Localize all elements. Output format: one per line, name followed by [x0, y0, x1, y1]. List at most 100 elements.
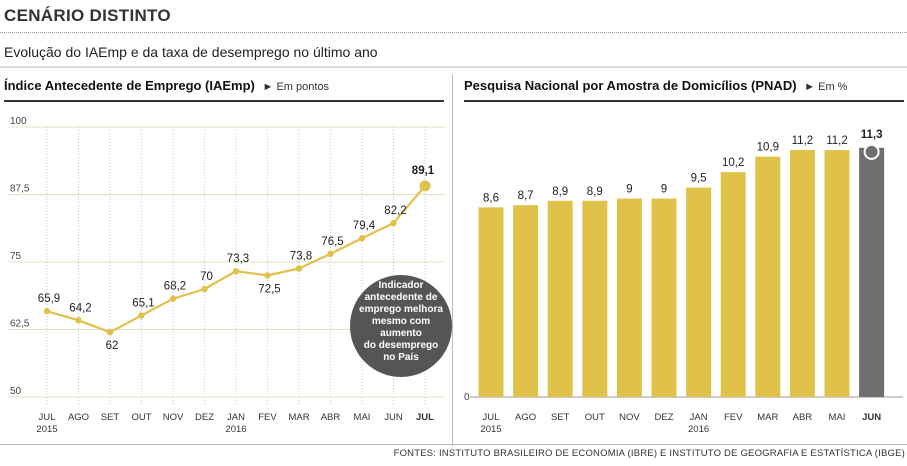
footer-divider: [0, 444, 907, 445]
x-tick-label: MAI: [354, 412, 371, 423]
bar-x-tick-year: 2016: [688, 424, 709, 435]
y-tick-label: 75: [10, 251, 22, 262]
iaemp-value-label: 65,9: [38, 293, 60, 305]
bar-chart-unit: ► Em %: [804, 81, 848, 93]
bar-y-tick-label: 0: [464, 392, 470, 403]
pnad-value-label: 8,9: [587, 186, 603, 198]
x-tick-label: OUT: [131, 412, 151, 423]
iaemp-value-label: 65,1: [132, 297, 154, 309]
y-tick-label: 87,5: [10, 184, 30, 195]
header-divider: [0, 32, 907, 33]
iaemp-value-label: 68,2: [164, 281, 186, 293]
y-tick-label: 62,5: [10, 319, 30, 330]
iaemp-point: [327, 250, 334, 258]
bar-x-tick-label: SET: [551, 412, 570, 423]
line-chart: 100 87,5 75 62,5 50 65,9 64,2 62 65,1 68,2 70 73,3 7…: [8, 116, 452, 435]
x-tick-label: JAN: [227, 412, 245, 423]
pnad-highlight-dot: [865, 145, 878, 158]
bar-x-tick-label: MAI: [829, 412, 846, 423]
x-tick-label: ABR: [321, 412, 341, 423]
bar-x-tick-label: JUN: [862, 412, 881, 423]
x-tick-label: JUL: [39, 412, 56, 423]
iaemp-value-label: 73,3: [227, 253, 249, 265]
pnad-bar: [755, 156, 781, 397]
pnad-value-label: 9: [626, 184, 632, 196]
sources-footer: FONTES: INSTITUTO BRASILEIRO DE ECONOMIA…: [393, 448, 905, 459]
pnad-bar: [651, 198, 677, 397]
iaemp-value-label: 73,8: [290, 250, 312, 262]
iaemp-point: [419, 180, 431, 192]
iaemp-point: [232, 267, 240, 275]
x-tick-label: DEZ: [195, 412, 214, 423]
bar-chart-title-rule: [464, 100, 904, 102]
iaemp-point: [106, 329, 114, 336]
bar-x-tick-label: NOV: [619, 412, 640, 423]
pnad-value-label: 9: [661, 184, 667, 196]
pnad-bar: [789, 150, 815, 397]
pnad-bar: [686, 187, 712, 397]
iaemp-point: [169, 295, 177, 302]
y-tick-label: 50: [10, 386, 22, 397]
pnad-value-label: 10,2: [722, 157, 744, 169]
bar-x-tick-label: FEV: [724, 412, 743, 423]
bar-x-tick-label: AGO: [515, 412, 536, 423]
annotation-bubble: [350, 275, 452, 377]
x-tick-label: AGO: [68, 412, 89, 423]
line-chart-unit: ► Em pontos: [262, 81, 330, 93]
x-tick-label: MAR: [288, 412, 309, 423]
line-chart-title: Índice Antecedente de Emprego (IAEmp): [4, 78, 255, 93]
iaemp-point: [295, 265, 303, 272]
pnad-bar: [720, 172, 746, 397]
pnad-value-label: 8,7: [518, 190, 534, 202]
line-chart-title-row: Índice Antecedente de Emprego (IAEmp) ► …: [4, 78, 329, 93]
iaemp-value-label: 72,5: [258, 284, 280, 296]
x-tick-label: FEV: [258, 412, 277, 423]
bar-x-tick-label: OUT: [585, 412, 605, 423]
iaemp-point: [201, 285, 208, 293]
bar-x-tick-label: JAN: [690, 412, 708, 423]
iaemp-point: [43, 307, 51, 315]
pnad-bar: [513, 205, 539, 397]
header-title: CENÁRIO DISTINTO: [4, 6, 171, 25]
pnad-highlight-ring: [863, 143, 880, 160]
x-tick-year: 2015: [36, 424, 57, 435]
header-subtitle: Evolução do IAEmp e da taxa de desempreg…: [4, 44, 378, 60]
bar-x-tick-label: MAR: [757, 412, 778, 423]
iaemp-value-label: 76,5: [321, 236, 343, 248]
pnad-value-label: 11,2: [792, 135, 814, 147]
pnad-value-label: 9,5: [691, 173, 707, 185]
pnad-bar: [824, 150, 850, 397]
iaemp-value-label: 70: [200, 271, 213, 283]
bar-x-tick-label: ABR: [793, 412, 813, 423]
pnad-value-label: 10,9: [757, 142, 779, 154]
x-tick-label: JUN: [384, 412, 403, 423]
line-chart-title-rule: [4, 100, 444, 102]
x-tick-year: 2016: [225, 424, 246, 435]
pnad-value-label: 11,3: [861, 129, 883, 141]
pnad-bar: [547, 200, 573, 397]
iaemp-point: [138, 312, 145, 319]
subtitle-divider: [0, 66, 907, 68]
annotation-text: Indicador antecedente de emprego melhora me…: [359, 280, 443, 363]
iaemp-value-label: 82,2: [384, 205, 406, 217]
x-tick-label: NOV: [163, 412, 184, 423]
iaemp-point: [264, 272, 271, 279]
pnad-bar: [582, 200, 608, 397]
bar-chart-title-row: Pesquisa Nacional por Amostra de Domicíl…: [464, 78, 847, 93]
panel-separator: [452, 74, 453, 446]
x-tick-label: JUL: [416, 412, 434, 423]
x-tick-label: SET: [101, 412, 120, 423]
pnad-bar: [616, 198, 642, 397]
bar-chart-title: Pesquisa Nacional por Amostra de Domicíl…: [464, 78, 797, 93]
pnad-value-label: 8,6: [483, 192, 499, 204]
pnad-value-label: 11,2: [826, 135, 848, 147]
iaemp-value-label: 62: [106, 340, 119, 352]
pnad-value-label: 8,9: [552, 186, 568, 198]
bar-x-tick-label: JUL: [483, 412, 500, 423]
iaemp-value-label: 79,4: [353, 220, 376, 232]
iaemp-point: [358, 235, 366, 242]
pnad-bar: [859, 147, 885, 397]
y-tick-label: 100: [10, 116, 27, 127]
iaemp-value-label: 64,2: [69, 302, 91, 314]
pnad-bar: [478, 207, 504, 397]
